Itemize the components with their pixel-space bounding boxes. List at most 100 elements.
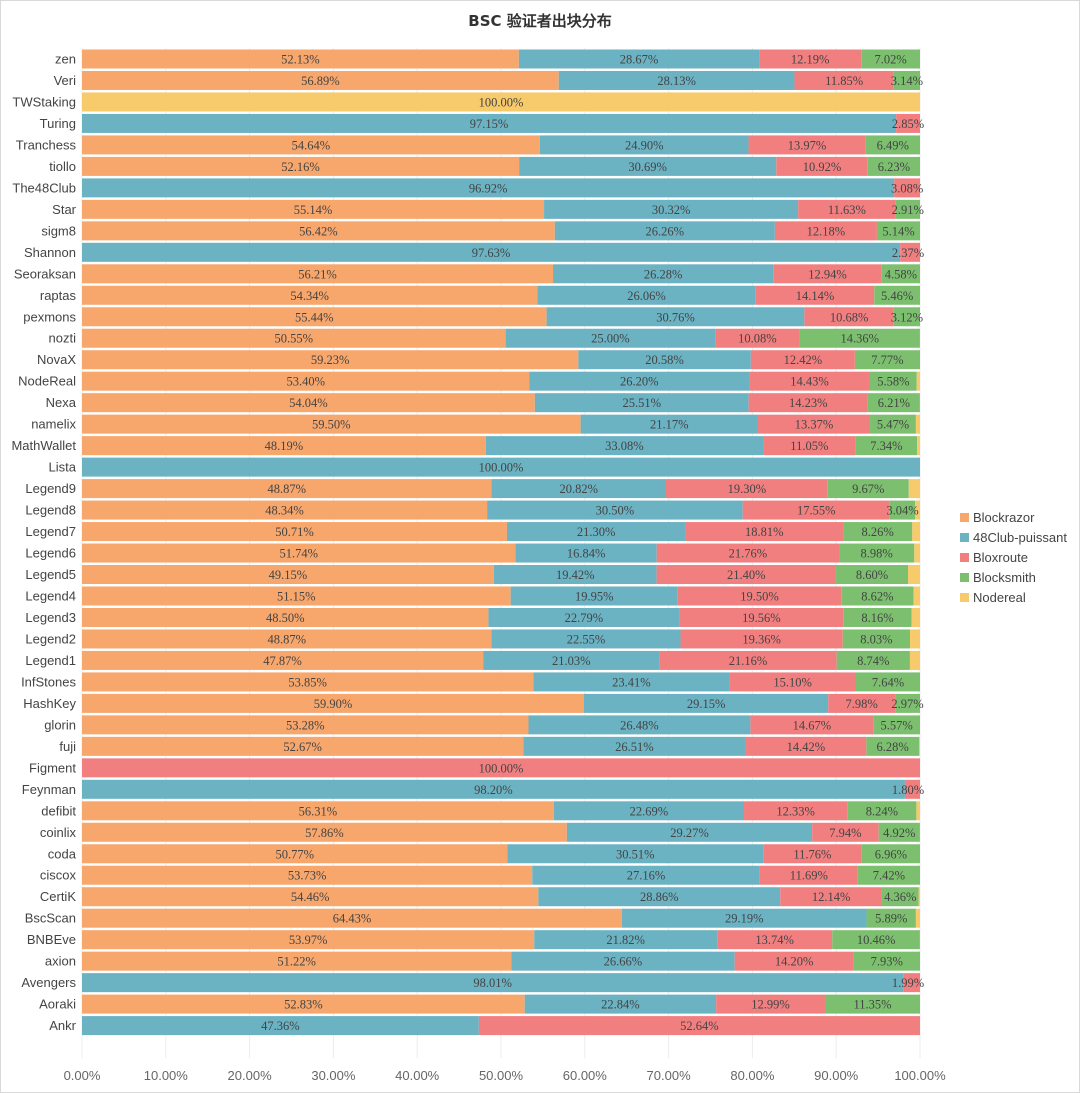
category-label: NodeReal bbox=[18, 374, 76, 389]
bar-segment-48club-puissant bbox=[491, 479, 667, 499]
data-label: 98.01% bbox=[473, 976, 512, 990]
bar-segment-blockrazor bbox=[82, 844, 508, 864]
bar-segment-blockrazor bbox=[82, 70, 559, 90]
bar-segment-blocksmith bbox=[832, 930, 920, 950]
bar-segment-blocksmith bbox=[857, 865, 920, 885]
data-label: 48.87% bbox=[267, 482, 306, 496]
bar-segment-blocksmith bbox=[895, 693, 920, 713]
data-label: 51.22% bbox=[277, 955, 316, 969]
bar-segment-nodereal bbox=[911, 607, 920, 627]
data-label: 1.99% bbox=[892, 976, 924, 990]
data-label: 14.43% bbox=[790, 375, 829, 389]
bar-segment-bloxroute bbox=[748, 135, 866, 155]
data-label: 56.21% bbox=[298, 267, 337, 281]
bar-segment-nodereal bbox=[908, 479, 920, 499]
bar-segment-blocksmith bbox=[867, 393, 920, 413]
data-label: 12.19% bbox=[791, 53, 830, 67]
bar-segment-48club-puissant bbox=[487, 500, 743, 520]
bar-segment-blocksmith bbox=[824, 994, 920, 1014]
bar-segment-blockrazor bbox=[82, 565, 494, 585]
bar-segment-blocksmith bbox=[866, 736, 919, 756]
bar-segment-bloxroute bbox=[680, 629, 843, 649]
category-label: TWStaking bbox=[12, 94, 76, 109]
bar-segment-blockrazor bbox=[82, 736, 524, 756]
bar-segment-48club-puissant bbox=[583, 693, 829, 713]
bar-segment-blocksmith bbox=[861, 844, 920, 864]
data-label: 5.46% bbox=[881, 289, 913, 303]
bar-segment-blocksmith bbox=[893, 307, 920, 327]
bar-segment-blockrazor bbox=[82, 500, 488, 520]
data-label: 48.87% bbox=[267, 632, 306, 646]
bar-segment-blocksmith bbox=[869, 371, 917, 391]
category-label: fuji bbox=[59, 739, 76, 754]
bar-segment-blocksmith bbox=[865, 135, 920, 155]
data-label: 29.19% bbox=[725, 912, 764, 926]
bar-segment-blocksmith bbox=[861, 49, 920, 69]
bar-segment-blockrazor bbox=[82, 479, 492, 499]
bar-segment-blocksmith bbox=[893, 70, 920, 90]
category-label: zen bbox=[55, 52, 76, 67]
bar-segment-48club-puissant bbox=[538, 887, 781, 907]
data-label: 21.30% bbox=[577, 525, 616, 539]
bar-segment-blockrazor bbox=[82, 371, 530, 391]
data-label: 26.66% bbox=[604, 955, 643, 969]
x-tick-label: 0.00% bbox=[64, 1068, 101, 1083]
data-label: 14.67% bbox=[793, 718, 832, 732]
bar-segment-48club-puissant bbox=[533, 672, 730, 692]
data-label: 4.58% bbox=[885, 267, 917, 281]
bar-segment-48club-puissant bbox=[515, 543, 657, 563]
category-label: BNBEve bbox=[27, 932, 76, 947]
bar-segment-blockrazor bbox=[82, 908, 622, 928]
data-label: 97.15% bbox=[470, 117, 509, 131]
category-label: coinlix bbox=[40, 825, 77, 840]
data-label: 5.57% bbox=[881, 718, 913, 732]
bar-segment-48club-puissant bbox=[528, 715, 751, 735]
bar-segment-48club-puissant bbox=[580, 414, 759, 434]
bar-segment-blocksmith bbox=[843, 607, 912, 627]
data-label: 100.00% bbox=[479, 761, 524, 775]
data-label: 12.42% bbox=[784, 353, 823, 367]
bar-segment-bloxroute bbox=[478, 1016, 920, 1036]
bar-segment-blockrazor bbox=[82, 135, 540, 155]
bar-segment-blocksmith bbox=[841, 586, 914, 606]
data-label: 11.63% bbox=[828, 203, 866, 217]
bar-segment-bloxroute bbox=[82, 758, 920, 778]
category-label: Star bbox=[52, 202, 77, 217]
data-label: 17.55% bbox=[797, 504, 836, 518]
bar-segment-48club-puissant bbox=[485, 436, 764, 456]
category-label: namelix bbox=[31, 417, 76, 432]
data-label: 10.68% bbox=[830, 310, 869, 324]
data-label: 8.98% bbox=[861, 547, 893, 561]
category-label: nozti bbox=[49, 331, 77, 346]
bar-segment-bloxroute bbox=[750, 715, 874, 735]
category-label: Tranchess bbox=[16, 137, 77, 152]
bar-segment-blocksmith bbox=[874, 285, 920, 305]
data-label: 18.81% bbox=[745, 525, 784, 539]
data-label: 27.16% bbox=[627, 869, 666, 883]
category-label: MathWallet bbox=[11, 438, 76, 453]
bar-segment-blockrazor bbox=[82, 629, 492, 649]
data-label: 22.69% bbox=[630, 804, 669, 818]
data-label: 25.00% bbox=[591, 332, 630, 346]
data-label: 54.04% bbox=[289, 396, 328, 410]
data-label: 47.36% bbox=[261, 1019, 300, 1033]
bar-segment-bloxroute bbox=[685, 522, 844, 542]
bar-segment-nodereal bbox=[918, 736, 920, 756]
data-label: 28.13% bbox=[657, 74, 696, 88]
x-tick-label: 90.00% bbox=[814, 1068, 859, 1083]
data-label: 22.55% bbox=[567, 632, 606, 646]
data-label: 100.00% bbox=[479, 461, 524, 475]
bar-segment-blockrazor bbox=[82, 328, 506, 348]
bar-segment-blockrazor bbox=[82, 994, 525, 1014]
data-label: 96.92% bbox=[469, 181, 508, 195]
bar-segment-48club-puissant bbox=[621, 908, 867, 928]
data-label: 26.48% bbox=[620, 718, 659, 732]
bar-segment-48club-puissant bbox=[511, 951, 735, 971]
category-label: Lista bbox=[49, 460, 77, 475]
bar-segment-48club-puissant bbox=[537, 285, 756, 305]
data-label: 55.44% bbox=[295, 310, 334, 324]
bar-segment-nodereal bbox=[912, 522, 920, 542]
category-label: sigm8 bbox=[41, 223, 76, 238]
data-label: 25.51% bbox=[622, 396, 661, 410]
bar-segment-48club-puissant bbox=[553, 264, 774, 284]
